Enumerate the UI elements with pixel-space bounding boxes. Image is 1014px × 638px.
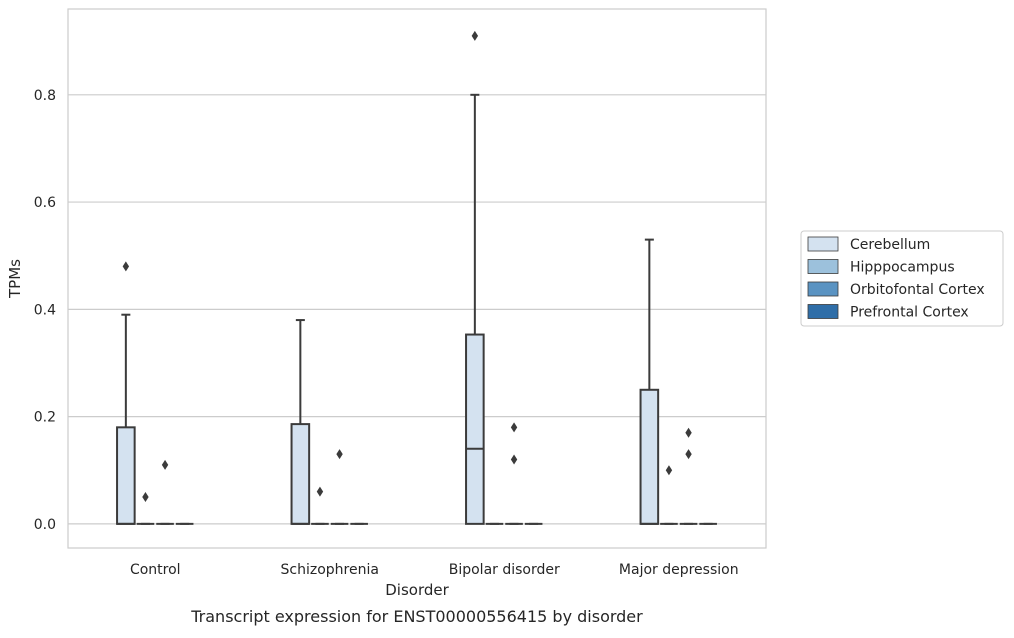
figure-caption: Transcript expression for ENST0000055641…	[190, 607, 643, 626]
y-tick-label: 0.2	[34, 410, 56, 426]
legend-item: Hipppocampus	[807, 259, 955, 276]
box-group	[290, 319, 311, 525]
box-group	[116, 261, 136, 525]
box-iqr	[116, 426, 136, 525]
outlier-point	[685, 449, 692, 460]
x-tick-label: Schizophrenia	[281, 562, 379, 578]
legend-frame	[800, 230, 1004, 327]
outlier-point	[316, 486, 324, 497]
y-axis-ticks: 0.0 0.2 0.4 0.6 0.8	[34, 88, 56, 533]
box-group	[330, 449, 349, 525]
legend-item: Cerebellum	[807, 236, 930, 253]
legend-label: Cerebellum	[850, 237, 930, 253]
box-group	[465, 30, 485, 525]
box-group	[311, 486, 329, 525]
y-tick-label: 0.6	[34, 195, 56, 211]
legend-swatch	[807, 281, 839, 297]
legend-label: Hipppocampus	[850, 260, 955, 276]
x-tick-label: Control	[130, 562, 181, 578]
x-tick-label: Bipolar disorder	[449, 562, 560, 578]
x-tick-label: Major depression	[619, 562, 739, 578]
box-iqr	[290, 423, 311, 525]
x-axis-label: Disorder	[385, 581, 449, 599]
grid-lines	[68, 94, 766, 525]
x-axis-ticks: Control Schizophrenia Bipolar disorder Majo…	[130, 562, 739, 578]
legend-item: Prefrontal Cortex	[807, 304, 969, 321]
legend-swatch	[807, 259, 839, 274]
outlier-point	[685, 427, 692, 438]
box-group	[639, 238, 660, 525]
legend-swatch	[807, 304, 839, 319]
box-group	[660, 465, 678, 525]
box-group	[136, 492, 155, 525]
box-group	[505, 422, 523, 525]
legend-item: Orbitofontal Cortex	[807, 281, 985, 298]
y-tick-label: 0.8	[34, 88, 56, 104]
legend-label: Orbitofontal Cortex	[850, 282, 985, 298]
outlier-point	[471, 30, 479, 41]
box-group	[679, 427, 698, 525]
outlier-point	[142, 492, 149, 503]
legend-label: Prefrontal Cortex	[850, 305, 969, 321]
box-plot-series	[116, 30, 717, 525]
outlier-point	[161, 459, 169, 470]
legend: Cerebellum Hipppocampus Orbitofontal Corte…	[800, 230, 1004, 327]
outlier-point	[510, 422, 518, 433]
box-iqr	[639, 388, 660, 525]
y-tick-label: 0.4	[34, 302, 56, 318]
y-axis-label: TPMs	[6, 259, 24, 299]
outlier-point	[336, 449, 343, 460]
plot-frame	[67, 8, 767, 549]
y-tick-label: 0.0	[34, 517, 56, 533]
outlier-point	[665, 465, 673, 476]
box-iqr	[465, 333, 485, 525]
box-group	[156, 459, 174, 525]
outlier-point	[122, 261, 130, 272]
outlier-point	[510, 454, 518, 465]
legend-swatch	[807, 236, 839, 252]
